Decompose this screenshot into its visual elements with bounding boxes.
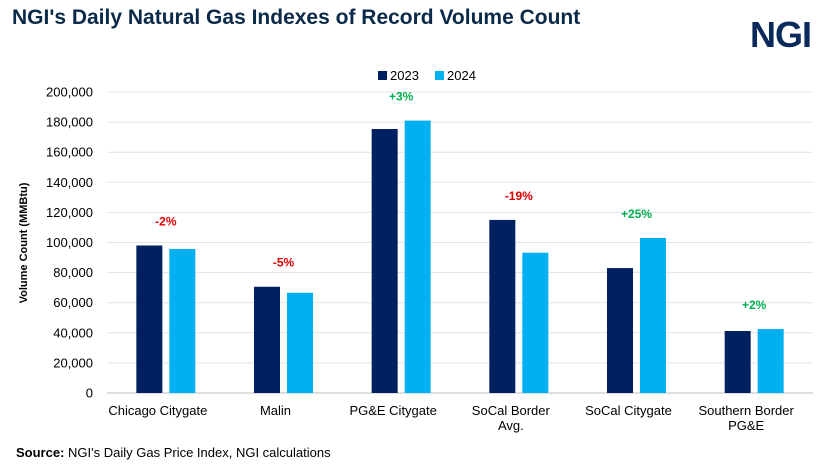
change-label: -19%: [505, 189, 533, 203]
y-axis-label: Volume Count (MMBtu): [18, 182, 30, 303]
change-label: +3%: [389, 90, 414, 104]
change-label: +2%: [742, 298, 767, 312]
bar-2023: [724, 330, 751, 393]
bar-2023: [607, 268, 633, 393]
ngi-logo: NGI: [749, 14, 812, 55]
source-text: NGI's Daily Gas Price Index, NGI calcula…: [68, 445, 331, 460]
source-note: Source: NGI's Daily Gas Price Index, NGI…: [16, 445, 331, 460]
bar-2024: [757, 329, 784, 393]
y-tick-label: 80,000: [53, 265, 93, 280]
legend-swatch-2024: [435, 71, 444, 80]
y-tick-label: 200,000: [46, 85, 93, 100]
x-tick-label: PG&E: [728, 418, 764, 433]
x-tick-label: Avg.: [498, 418, 524, 433]
change-label: -2%: [155, 215, 177, 229]
legend-label-2023: 2023: [390, 68, 419, 83]
bar-2024: [640, 237, 666, 393]
y-tick-label: 0: [86, 386, 93, 401]
y-tick-label: 40,000: [53, 325, 93, 340]
x-tick-label: Southern Border: [698, 403, 794, 418]
x-tick-label: PG&E Citygate: [349, 403, 436, 418]
change-label: +25%: [621, 207, 652, 221]
bar-2024: [522, 252, 549, 393]
bar-chart: 0 20,000 40,000 60,000 80,000 100,000 120,000 1…: [18, 68, 813, 433]
bar-2024: [169, 248, 196, 393]
x-tick-label: Chicago Citygate: [108, 403, 207, 418]
bar-2023: [371, 129, 398, 393]
bar-2023: [136, 245, 163, 393]
legend-swatch-2023: [378, 71, 387, 80]
x-tick-label: SoCal Border: [472, 403, 551, 418]
source-label: Source:: [16, 445, 65, 460]
y-tick-label: 160,000: [46, 145, 93, 160]
y-tick-label: 120,000: [46, 205, 93, 220]
x-tick-label: SoCal Citygate: [585, 403, 672, 418]
legend-label-2024: 2024: [447, 68, 476, 83]
y-tick-label: 180,000: [46, 115, 93, 130]
bar-2024: [404, 120, 431, 393]
y-tick-label: 100,000: [46, 235, 93, 250]
y-tick-label: 140,000: [46, 175, 93, 190]
x-tick-label: Malin: [260, 403, 291, 418]
change-label: -5%: [273, 256, 295, 270]
chart-title: NGI's Daily Natural Gas Indexes of Recor…: [12, 6, 581, 29]
bar-2023: [254, 286, 280, 393]
bar-2024: [287, 292, 313, 393]
y-tick-label: 20,000: [53, 355, 93, 370]
y-tick-label: 60,000: [53, 295, 93, 310]
bar-2023: [489, 219, 516, 393]
